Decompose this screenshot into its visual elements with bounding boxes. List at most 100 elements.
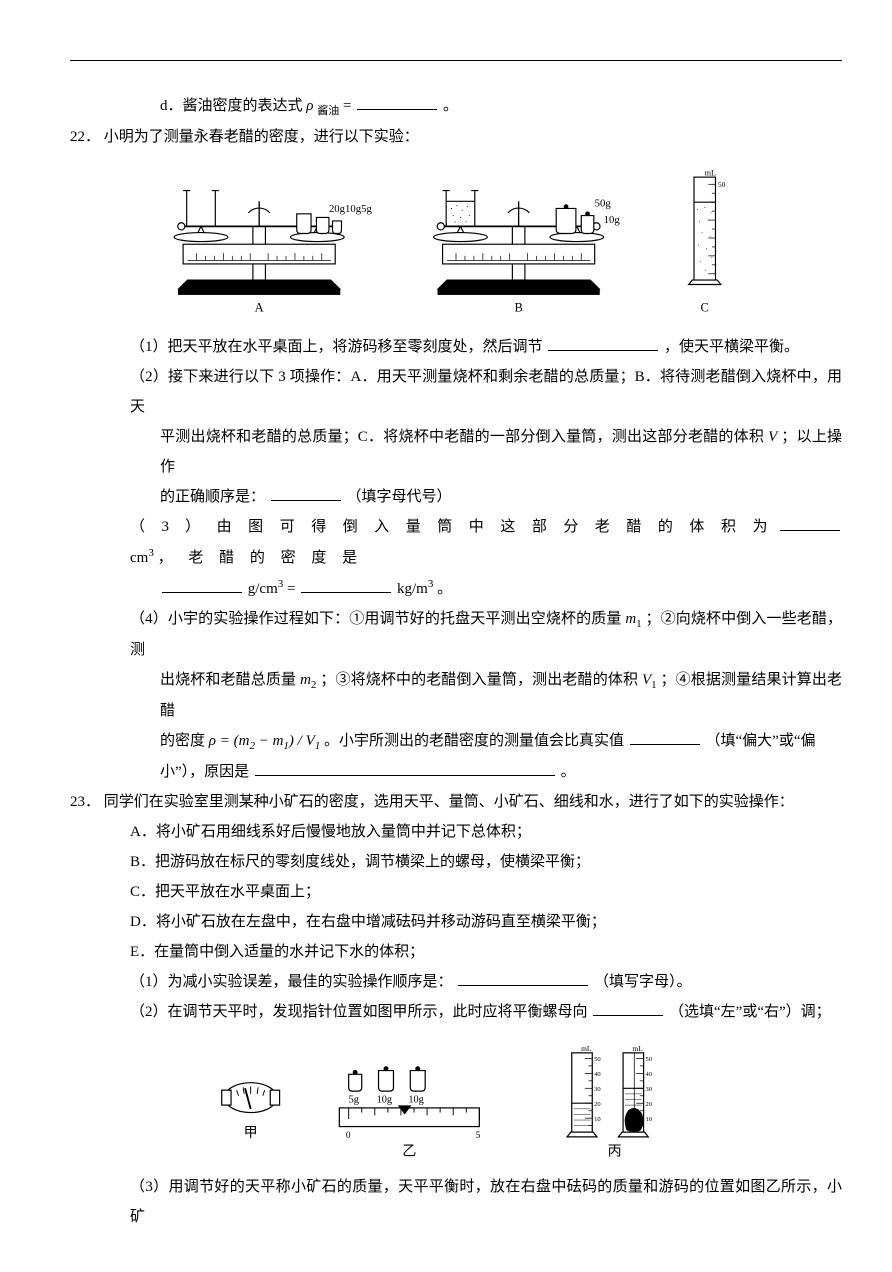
svg-text:50: 50	[594, 1056, 601, 1063]
q23-E: E．在量筒中倒入适量的水并记下水的体积；	[70, 937, 842, 967]
svg-text:10g: 10g	[408, 1094, 423, 1105]
q22-p4-c: 出烧杯和老醋总质量	[160, 672, 300, 688]
q22-p2-line3: 的正确顺序是： （填字母代号）	[70, 482, 842, 512]
q23-B: B．把游码放在标尺的零刻度线处，调节横梁上的螺母，使横梁平衡；	[70, 847, 842, 877]
q22-stem: 22． 小明为了测量永春老醋的密度，进行以下实验：	[70, 122, 842, 152]
svg-text:B: B	[514, 300, 522, 314]
q23-C: C．把天平放在水平桌面上；	[70, 877, 842, 907]
q22-p4-line2: 出烧杯和老醋总质量 m2 ；③将烧杯中的老醋倒入量筒，测出老醋的体积 V1 ；④…	[70, 665, 842, 726]
item-d-suffix: 。	[443, 98, 458, 114]
q23-p2-post: （选填“左”或“右”）调；	[669, 1004, 831, 1020]
blank-d[interactable]	[357, 94, 437, 110]
svg-text:C: C	[701, 300, 709, 314]
item-d-prefix: d．酱油密度的表达式	[160, 98, 306, 114]
item-d-eq: =	[343, 98, 351, 114]
svg-text:0: 0	[346, 1131, 351, 1141]
svg-text:甲: 甲	[244, 1126, 258, 1141]
item-d-line: d．酱油密度的表达式 ρ 酱油 = 。	[70, 91, 842, 122]
svg-text:40: 40	[645, 1071, 652, 1078]
blank-22-4a[interactable]	[630, 729, 700, 745]
q22-p3-line2: g/cm3 = kg/m3 。	[70, 573, 842, 604]
q22-p4-V1-sub: 1	[651, 679, 657, 691]
q22-p3-line1: （ 3 ） 由 图 可 得 倒 入 量 筒 中 这 部 分 老 醋 的 体 积 …	[70, 512, 842, 573]
svg-text:5: 5	[476, 1131, 481, 1141]
svg-text:50: 50	[718, 181, 726, 189]
q22-p2-line2: 平测出烧杯和老醋的总质量；C．将烧杯中老醋的一部分倒入量筒，测出这部分老醋的体积…	[70, 422, 842, 482]
blank-22-3b[interactable]	[162, 577, 242, 593]
q22-p4-m2-sub: 2	[311, 679, 317, 691]
q23-number: 23．	[70, 794, 100, 810]
page: d．酱油密度的表达式 ρ 酱油 = 。 22． 小明为了测量永春老醋的密度，进行…	[0, 0, 892, 1272]
q22-stem-text: 小明为了测量永春老醋的密度，进行以下实验：	[104, 129, 419, 145]
q22-p4-line4: 小”），原因是 。	[70, 757, 842, 787]
svg-text:50: 50	[645, 1056, 652, 1063]
svg-text:20: 20	[645, 1101, 652, 1108]
svg-text:30: 30	[645, 1086, 652, 1093]
q22-p1-pre: （1）把天平放在水平桌面上，将游码移至零刻度处，然后调节	[130, 339, 543, 355]
q22-p3-unit2b: kg/m	[397, 581, 428, 597]
q22-p2-line1: （2）接下来进行以下 3 项操作：A．用天平测量烧杯和剩余老醋的总质量；B．将待…	[70, 362, 842, 422]
q22-p3-end: 。	[437, 581, 452, 597]
formula-m2: m	[239, 733, 250, 749]
q22-p4-d: ；③将烧杯中的老醋倒入量筒，测出老醋的体积	[320, 672, 642, 688]
q23-p1-post: （填写字母）。	[594, 974, 692, 990]
q22-p4-line1: （4）小宇的实验操作过程如下：①用调节好的托盘天平测出空烧杯的质量 m1 ；②向…	[70, 604, 842, 665]
q22-p3-eq: =	[287, 581, 295, 597]
q23-figure: 甲 5g 10g 10g	[70, 1037, 842, 1162]
q23-p1: （1）为减小实验误差，最佳的实验操作顺序是： （填写字母）。	[70, 967, 842, 997]
q23-p2: （2）在调节天平时，发现指针位置如图甲所示，此时应将平衡螺母向 （选填“左”或“…	[70, 997, 842, 1027]
formula-minus: −	[255, 733, 273, 749]
blank-22-2[interactable]	[271, 485, 341, 501]
q23-p2-pre: （2）在调节天平时，发现指针位置如图甲所示，此时应将平衡螺母向	[130, 1004, 588, 1020]
q22-p3-unit1: cm	[130, 550, 148, 566]
q22-p4-a: （4）小宇的实验操作过程如下：①用调节好的托盘天平测出空烧杯的质量	[130, 611, 625, 627]
q22-p2-V: V	[768, 429, 777, 445]
q22-p2-tail: （填字母代号）	[347, 489, 452, 505]
svg-text:20: 20	[594, 1101, 601, 1108]
density-formula: ρ = (m2 − m1) / V1	[209, 733, 324, 749]
q22-p4-fpost: 。小宇所测出的老醋密度的测量值会比真实值	[324, 733, 624, 749]
q22-p4-V1: V	[642, 672, 651, 688]
q22-p3-unit2a: g/cm	[248, 581, 278, 597]
blank-22-4b[interactable]	[255, 760, 555, 776]
svg-text:mL: mL	[705, 168, 716, 177]
q22-p3-unit1-sup: 3	[148, 547, 154, 559]
svg-text:50g: 50g	[595, 198, 612, 210]
svg-text:40: 40	[594, 1071, 601, 1078]
q23-p1-pre: （1）为减小实验误差，最佳的实验操作顺序是：	[130, 974, 453, 990]
q22-p1-post: ，使天平横梁平衡。	[664, 339, 799, 355]
q22-p2-a: （2）接下来进行以下 3 项操作：A．用天平测量烧杯和剩余老醋的总质量；B．将待…	[130, 369, 842, 415]
rho-symbol: ρ	[306, 98, 313, 114]
blank-22-3a[interactable]	[780, 515, 840, 531]
formula-div: /	[294, 733, 306, 749]
formula-eq: =	[216, 733, 234, 749]
q22-p4-end: 。	[561, 764, 576, 780]
svg-text:10: 10	[645, 1116, 652, 1123]
svg-text:5g: 5g	[349, 1094, 359, 1105]
q22-p4-hint1: （填“偏大”或“偏	[706, 733, 816, 749]
svg-text:10: 10	[594, 1116, 601, 1123]
svg-text:乙: 乙	[402, 1144, 416, 1160]
q23-D: D．将小矿石放在左盘中，在右盘中增减砝码并移动游码直至横梁平衡；	[70, 907, 842, 937]
blank-22-3c[interactable]	[301, 577, 391, 593]
formula-V1: V	[306, 733, 315, 749]
blank-23-2[interactable]	[593, 1000, 663, 1016]
rho-sub: 酱油	[317, 105, 339, 117]
svg-text:10g: 10g	[604, 214, 621, 226]
svg-text:30: 30	[594, 1086, 601, 1093]
svg-text:10g: 10g	[377, 1094, 392, 1105]
top-horizontal-rule	[70, 60, 842, 61]
blank-22-1[interactable]	[548, 335, 658, 351]
q22-p4-m1: m	[625, 611, 636, 627]
q22-p3-pre: （ 3 ） 由 图 可 得 倒 入 量 筒 中 这 部 分 老 醋 的 体 积 …	[130, 519, 774, 535]
svg-text:丙: 丙	[608, 1145, 622, 1160]
q22-p3-post: ， 老 醋 的 密 度 是	[158, 550, 364, 566]
q22-figure-svg: 20g10g5g A	[116, 162, 796, 322]
q22-p4-m2: m	[300, 672, 311, 688]
q23-stem-text: 同学们在实验室里测某种小矿石的密度，选用天平、量筒、小矿石、细线和水，进行了如下…	[104, 794, 794, 810]
formula-rho: ρ	[209, 733, 216, 749]
q22-p2-d: 的正确顺序是：	[160, 489, 265, 505]
blank-23-1[interactable]	[458, 970, 588, 986]
q22-p3-unit2a-sup: 3	[278, 578, 284, 590]
svg-text:mL: mL	[632, 1044, 643, 1053]
